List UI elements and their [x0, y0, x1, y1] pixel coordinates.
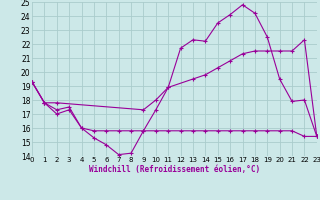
- X-axis label: Windchill (Refroidissement éolien,°C): Windchill (Refroidissement éolien,°C): [89, 165, 260, 174]
